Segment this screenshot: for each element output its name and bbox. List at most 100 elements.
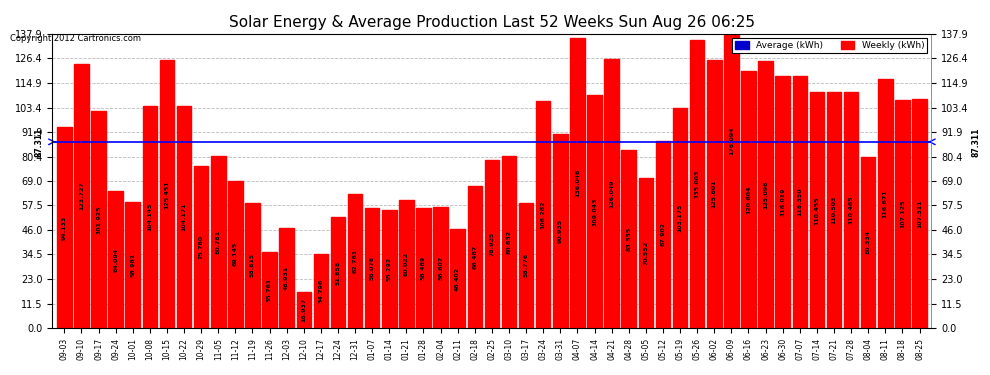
Bar: [878, 79, 893, 328]
Bar: [74, 64, 89, 328]
Text: 60.022: 60.022: [404, 252, 409, 276]
Bar: [912, 99, 927, 328]
Bar: [467, 186, 482, 328]
Text: 103.175: 103.175: [677, 204, 682, 232]
Bar: [775, 76, 790, 328]
Text: 80.832: 80.832: [507, 230, 512, 254]
Bar: [655, 141, 670, 328]
Text: 107.311: 107.311: [917, 200, 922, 228]
Bar: [827, 92, 842, 328]
Bar: [450, 229, 465, 328]
Text: 46.402: 46.402: [455, 267, 460, 291]
Text: 87.902: 87.902: [660, 222, 665, 246]
Text: 66.487: 66.487: [472, 245, 477, 269]
Bar: [639, 178, 653, 328]
Text: Copyright 2012 Cartronics.com: Copyright 2012 Cartronics.com: [10, 34, 141, 43]
Bar: [331, 217, 346, 328]
Text: 83.355: 83.355: [627, 227, 632, 251]
Text: 116.671: 116.671: [883, 189, 888, 218]
Bar: [622, 150, 636, 328]
Bar: [553, 134, 567, 328]
Bar: [724, 0, 739, 328]
Bar: [690, 40, 705, 328]
Text: 118.350: 118.350: [797, 188, 802, 216]
Text: 35.761: 35.761: [267, 278, 272, 302]
Bar: [793, 76, 807, 328]
Legend: Average (kWh), Weekly (kWh): Average (kWh), Weekly (kWh): [733, 39, 927, 53]
Text: 109.043: 109.043: [592, 198, 597, 226]
Bar: [279, 228, 294, 328]
Bar: [126, 202, 140, 328]
Bar: [861, 157, 875, 328]
Bar: [810, 93, 824, 328]
Bar: [707, 60, 722, 328]
Text: 90.935: 90.935: [557, 219, 563, 243]
Text: 51.858: 51.858: [336, 261, 341, 285]
Text: 70.552: 70.552: [644, 241, 648, 265]
Text: 55.292: 55.292: [387, 257, 392, 281]
Text: 118.019: 118.019: [780, 188, 785, 216]
Text: 80.781: 80.781: [216, 230, 221, 254]
Text: 123.727: 123.727: [79, 182, 84, 210]
Text: 64.094: 64.094: [113, 248, 118, 272]
Bar: [758, 61, 773, 328]
Text: 80.334: 80.334: [865, 230, 870, 254]
Bar: [177, 106, 191, 328]
Bar: [416, 207, 431, 328]
Bar: [314, 254, 328, 328]
Text: 125.096: 125.096: [763, 180, 768, 209]
Text: 110.503: 110.503: [832, 196, 837, 224]
Text: 16.937: 16.937: [301, 298, 306, 322]
Text: 135.003: 135.003: [695, 170, 700, 198]
Bar: [399, 200, 414, 328]
Bar: [347, 194, 362, 328]
Text: 106.282: 106.282: [541, 201, 545, 229]
Text: 101.925: 101.925: [96, 205, 101, 234]
Text: 34.796: 34.796: [319, 279, 324, 303]
Text: 120.604: 120.604: [745, 185, 751, 214]
Text: 69.145: 69.145: [233, 242, 238, 266]
Bar: [194, 166, 209, 328]
Bar: [246, 202, 259, 328]
Text: 58.815: 58.815: [249, 253, 255, 278]
Bar: [365, 209, 379, 328]
Text: 87.311: 87.311: [971, 127, 980, 156]
Bar: [587, 96, 602, 328]
Bar: [296, 292, 311, 328]
Text: 125.601: 125.601: [712, 180, 717, 209]
Bar: [211, 156, 226, 328]
Text: 125.451: 125.451: [164, 180, 169, 209]
Bar: [143, 106, 157, 328]
Text: 176.094: 176.094: [729, 126, 734, 154]
Title: Solar Energy & Average Production Last 52 Weeks Sun Aug 26 06:25: Solar Energy & Average Production Last 5…: [229, 15, 755, 30]
Bar: [673, 108, 687, 328]
Bar: [843, 93, 858, 328]
Text: 94.133: 94.133: [61, 216, 66, 240]
Text: 104.171: 104.171: [181, 203, 186, 231]
Bar: [604, 59, 619, 328]
Text: 62.761: 62.761: [352, 249, 357, 273]
Bar: [262, 252, 277, 328]
Bar: [519, 202, 534, 328]
Bar: [485, 160, 499, 328]
Text: 110.465: 110.465: [848, 196, 853, 225]
Bar: [91, 111, 106, 328]
Bar: [742, 71, 755, 328]
Bar: [434, 207, 447, 328]
Text: 56.489: 56.489: [421, 256, 426, 280]
Text: 104.145: 104.145: [148, 203, 152, 231]
Bar: [108, 191, 123, 328]
Bar: [57, 127, 71, 328]
Text: 87.311: 87.311: [35, 127, 44, 156]
Text: 56.607: 56.607: [439, 256, 444, 280]
Bar: [159, 60, 174, 328]
Text: 107.125: 107.125: [900, 200, 905, 228]
Bar: [895, 100, 910, 328]
Text: 56.078: 56.078: [369, 256, 374, 280]
Text: 58.776: 58.776: [524, 253, 529, 278]
Bar: [536, 101, 550, 328]
Bar: [228, 181, 243, 328]
Text: 110.455: 110.455: [815, 196, 820, 225]
Text: 46.931: 46.931: [284, 266, 289, 290]
Text: 58.981: 58.981: [131, 253, 136, 277]
